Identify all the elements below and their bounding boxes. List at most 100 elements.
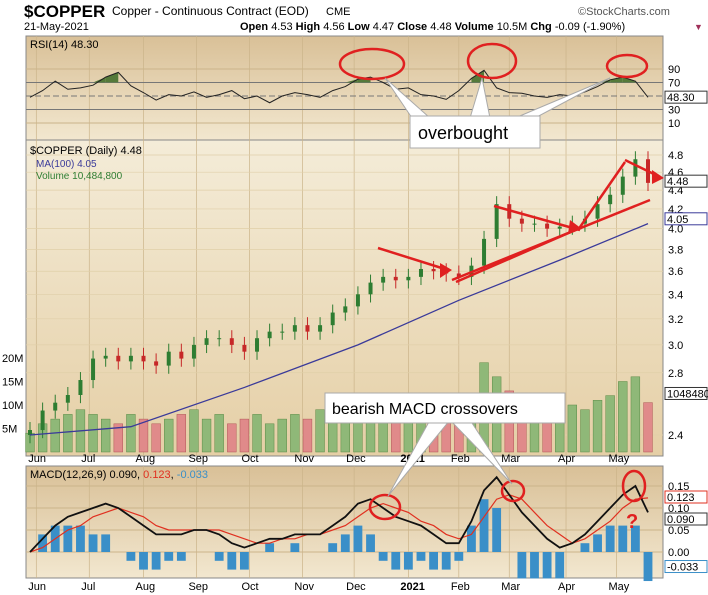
candle-body [229,338,234,345]
candle-body [532,223,537,225]
macd-histogram-bar [530,552,539,579]
svg-text:Open 4.53 High 4.56 Low 4.47 C: Open 4.53 High 4.56 Low 4.47 Close 4.48 … [240,21,625,33]
candle-body [545,223,550,229]
candle-body [482,238,487,266]
candle-body [406,276,411,281]
volume-bar [88,414,98,453]
month-label: Sep [188,581,208,593]
macd-histogram-bar [88,534,98,552]
macd-histogram-bar [593,534,602,552]
hist-last-value-box [664,560,708,574]
volume-bar [239,418,250,453]
volume-bar [164,418,174,453]
rsi-overbought-fill [610,77,623,83]
volume-bar [151,423,161,453]
price-tick: 2.4 [668,430,683,442]
macd-histogram-bar [630,525,640,552]
overbought-label: overbought [418,123,508,143]
macd-histogram-bar [441,552,451,570]
rsi-title: RSI(14) 48.30 [30,39,98,51]
arrowheads [440,170,664,278]
macd-histogram-bar [176,552,186,561]
macd-tick: 0.05 [668,525,689,537]
rsi-line [29,69,649,104]
month-label: Jun [28,581,46,593]
rsi-panel [25,35,664,141]
month-label: Apr [558,581,575,593]
macd-histogram-bar [366,534,375,552]
open-value: 4.53 [271,21,292,33]
volume-bar [252,414,262,453]
macd-last-value: 0.090 [667,514,695,526]
macd-histogram-bar [454,552,464,561]
candle-body [128,355,133,362]
price-tick: 4.8 [668,150,683,162]
candle-body [418,268,423,277]
candle-body [343,306,348,313]
macd-histogram-bar [290,543,300,552]
month-label: Feb [451,453,470,465]
macd-histogram-bar [151,552,161,570]
macd-histogram-bar [63,525,73,552]
macd-title: MACD(12,26,9) 0.090, 0.123, -0.033 [30,469,208,481]
price-tick: 3.0 [668,340,683,352]
candle-body [557,226,562,229]
month-label: Aug [136,581,156,593]
candle-body [456,273,461,277]
volume-bar [101,418,111,453]
candle-body [355,294,360,307]
candle-body [368,282,373,295]
macd-histogram-bar [239,552,249,570]
signal-last-value: 0.123 [667,492,695,504]
macd-series [29,475,653,582]
overbought-callout: overbought [384,77,611,149]
ohlc-summary: Open 4.53 High 4.56 Low 4.47 Close 4.48 … [240,21,703,33]
volume-last-value-box [664,386,708,400]
candle-body [620,176,625,195]
candle-body [595,204,600,219]
candle-body [179,351,184,359]
price-tick: 3.6 [668,266,683,278]
volume-bar [302,418,313,453]
down-arrow-icon: ▼ [694,22,703,32]
price-last-value-box [664,174,708,188]
month-label: Dec [346,453,366,465]
macd-histogram-bar [479,499,489,552]
volume-bar [605,395,615,453]
month-label: Mar [501,581,520,593]
macd-histogram-bar [605,525,615,552]
macd-callout: bearish MACD crossovers [324,392,566,497]
macd-histogram-bar [403,552,413,570]
month-label: 2021 [400,581,424,593]
month-label: Apr [558,453,575,465]
exchange: CME [326,6,350,18]
macd-histogram-bar [643,552,653,582]
volume-bar [176,414,187,453]
volume-bar [264,423,275,453]
close-label: Close [397,21,427,33]
volume-bar [214,414,224,453]
candle-body [292,325,297,332]
ma-last-value-box [664,212,708,226]
month-label: Jun [28,453,46,465]
month-label: Jul [81,453,95,465]
candle-body [305,325,310,332]
ma100-line [29,223,649,436]
date: 21-May-2021 [24,21,89,33]
volume-bar [315,409,325,453]
volume-bar [403,418,414,453]
month-label: May [608,453,629,465]
candle-body [494,204,499,239]
volume-bar [50,418,60,453]
candle-body [633,159,638,177]
month-label: Mar [501,453,520,465]
macd-histogram-bar [580,543,590,552]
volume-tick: 20M [2,353,23,365]
macd-histogram-bar [378,552,388,561]
macd-histogram-bar [517,552,527,579]
macd-histogram-bar [492,508,502,552]
close-value: 4.48 [430,21,451,33]
